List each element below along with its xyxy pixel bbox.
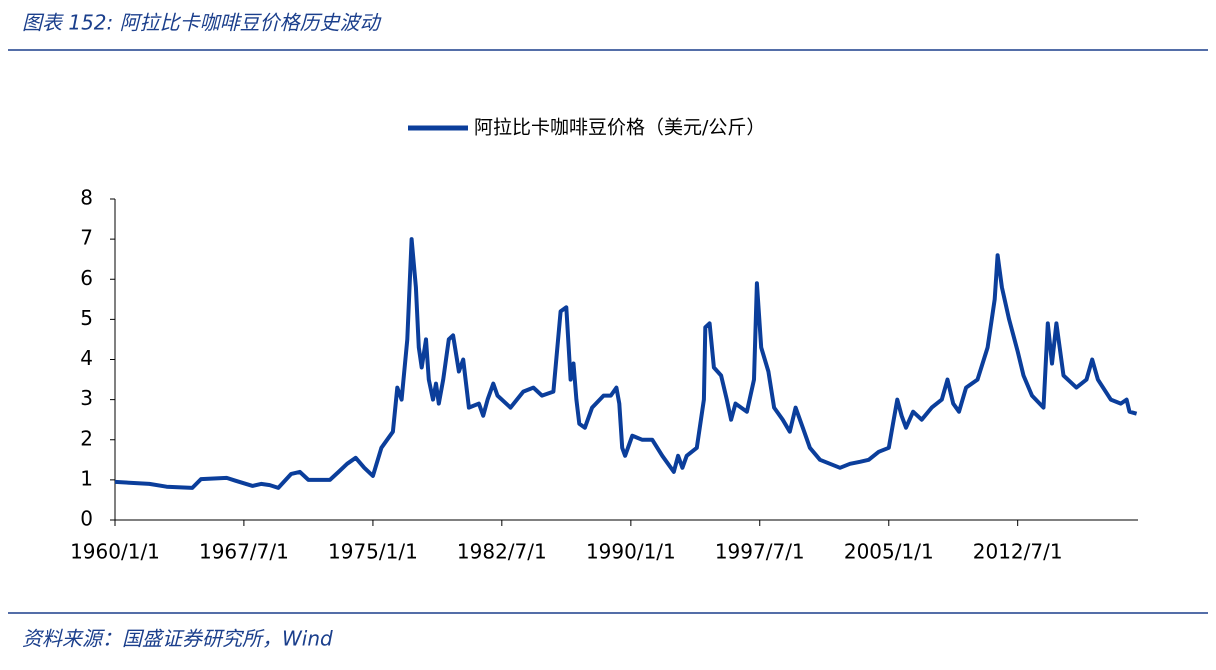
x-tick-label: 1990/1/1 — [586, 540, 676, 564]
y-tick-label: 5 — [80, 306, 93, 330]
x-tick-label: 1967/7/1 — [199, 540, 289, 564]
page-title: 图表 152: 阿拉比卡咖啡豆价格历史波动 — [22, 11, 382, 35]
y-tick-label: 3 — [80, 386, 93, 410]
legend-label: 阿拉比卡咖啡豆价格（美元/公斤） — [474, 117, 765, 139]
y-tick-label: 4 — [80, 346, 93, 370]
x-tick-label: 2005/1/1 — [844, 540, 934, 564]
x-tick-label: 1975/1/1 — [328, 540, 418, 564]
line-series — [114, 237, 1138, 490]
x-tick-label: 2012/7/1 — [973, 540, 1063, 564]
y-tick-label: 7 — [80, 226, 93, 250]
x-tick-label: 1997/7/1 — [715, 540, 805, 564]
y-tick-label: 0 — [80, 507, 93, 531]
source-note: 资料来源：国盛证券研究所，Wind — [22, 627, 333, 651]
x-tick-label: 1960/1/1 — [70, 540, 160, 564]
x-tick-label: 1982/7/1 — [457, 540, 547, 564]
y-tick-label: 2 — [80, 426, 93, 450]
y-tick-label: 8 — [80, 186, 93, 210]
y-tick-label: 6 — [80, 266, 93, 290]
y-tick-label: 1 — [80, 466, 93, 490]
